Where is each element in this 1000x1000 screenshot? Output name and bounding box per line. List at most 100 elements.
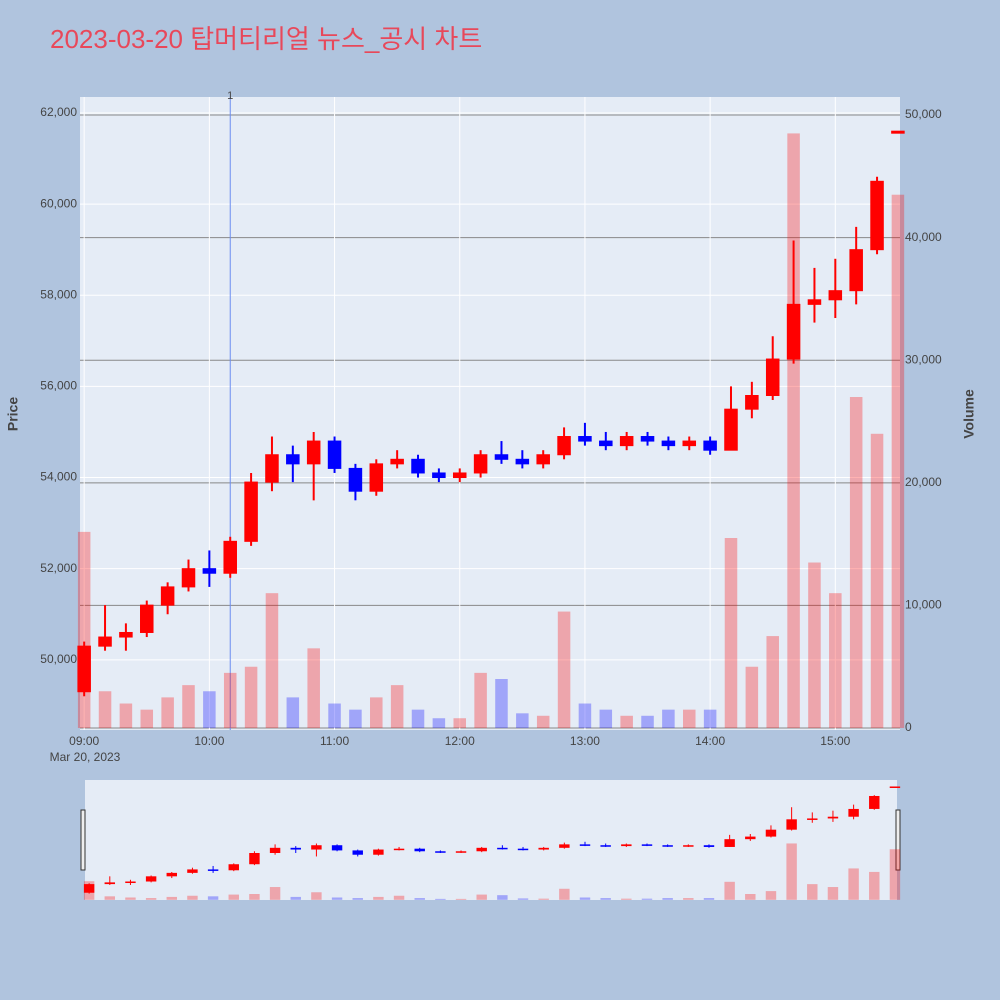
range-handle[interactable]: [895, 809, 901, 871]
slider-candle: [621, 844, 632, 847]
slider-volume-bar: [455, 898, 467, 900]
volume-bar: [787, 133, 800, 729]
slider-volume-bar: [703, 898, 715, 900]
candle-body: [515, 458, 530, 465]
slider-volume-bar: [745, 894, 756, 900]
volume-bar: [808, 562, 821, 729]
volume-bar: [244, 666, 258, 729]
candle-body: [473, 454, 488, 474]
slider-volume-bar: [393, 895, 405, 900]
slider-volume-bar: [207, 896, 219, 900]
range-slider[interactable]: [85, 780, 897, 900]
slider-volume-bar: [249, 894, 260, 900]
slider-volume-bar: [683, 898, 694, 900]
slider-candle: [807, 818, 818, 820]
candle-body: [661, 440, 676, 447]
slider-candle: [600, 845, 611, 847]
candle-body: [494, 454, 509, 460]
volume-bar: [307, 648, 320, 729]
y2-axis-title: Volume: [961, 389, 977, 439]
slider-candle: [414, 848, 425, 852]
slider-candle: [331, 845, 343, 851]
range-handle[interactable]: [80, 809, 86, 871]
x-tick-label: 14:00: [695, 734, 725, 748]
slider-volume-bar: [579, 897, 591, 900]
slider-volume-bar: [497, 895, 508, 900]
slider-candle: [641, 844, 653, 846]
candle-body: [599, 440, 613, 447]
slider-volume-bar: [187, 895, 198, 900]
volume-bar: [620, 715, 633, 729]
slider-candle: [373, 849, 384, 855]
slider-volume-bar: [662, 898, 673, 900]
y-tick-label: 54,000: [40, 470, 77, 484]
volume-bar: [223, 672, 237, 729]
y-tick-label: 62,000: [40, 105, 77, 119]
slider-candle: [269, 847, 281, 854]
y-axis-title: Price: [5, 397, 21, 431]
slider-candle: [497, 847, 508, 850]
slider-volume-bar: [559, 888, 570, 900]
slider-volume-bar: [724, 881, 735, 900]
slider-candle: [290, 847, 301, 850]
slider-volume-bar: [869, 871, 880, 900]
slider-volume-bar: [621, 898, 632, 900]
candle-body: [578, 436, 592, 442]
volume-bar: [77, 531, 91, 729]
slider-volume-bar: [435, 898, 446, 900]
volume-bar: [766, 636, 779, 729]
slider-candle: [104, 882, 116, 885]
slider-volume-bar: [765, 891, 777, 900]
volume-bar: [849, 397, 863, 729]
candle-body: [286, 454, 300, 465]
slider-volume-bar: [538, 898, 549, 900]
slider-candle: [435, 851, 446, 853]
slider-volume-bar: [476, 894, 487, 900]
slider-volume-bar: [331, 897, 343, 900]
slider-volume-bar: [600, 898, 611, 900]
y-tick-label: 60,000: [40, 196, 77, 210]
volume-bar: [703, 709, 717, 729]
candle-body: [849, 249, 863, 292]
volume-bar: [140, 709, 154, 729]
slider-candle: [187, 869, 198, 873]
candle-body: [160, 586, 175, 606]
slider-candle: [827, 816, 839, 819]
slider-candle: [393, 848, 405, 851]
slider-volume-bar: [145, 898, 157, 900]
y-tick-label: 58,000: [40, 287, 77, 301]
volume-bar: [370, 697, 383, 729]
y-tick-label: 52,000: [40, 561, 77, 575]
date-label: Mar 20, 2023: [50, 750, 121, 764]
slider-candle: [83, 884, 95, 893]
y-tick-label: 50,000: [40, 652, 77, 666]
slider-candle: [125, 881, 136, 884]
candle-body: [786, 303, 801, 360]
slider-volume-bar: [166, 896, 177, 900]
candle-body: [619, 436, 634, 447]
slider-volume-bar: [517, 898, 529, 900]
slider-candle: [455, 851, 467, 853]
volume-bar: [203, 691, 216, 729]
volume-bar: [724, 538, 738, 729]
candle-body: [557, 436, 571, 456]
candle-body: [745, 394, 759, 410]
volume-bar: [557, 611, 571, 729]
slider-candle: [476, 847, 487, 852]
volume-bar: [870, 433, 884, 729]
slider-candle: [683, 845, 694, 847]
volume-bar: [265, 593, 279, 729]
volume-bar: [286, 697, 300, 729]
candle-body: [870, 180, 884, 251]
volume-bar: [390, 685, 404, 729]
volume-bar: [641, 715, 654, 729]
candle-body: [306, 440, 321, 465]
volume-bar: [578, 703, 592, 729]
slider-volume-bar: [228, 894, 239, 900]
volume-bar: [891, 194, 905, 729]
plot-area: [80, 97, 900, 730]
slider-candle: [538, 847, 549, 850]
y2-tick-label: 30,000: [905, 352, 942, 366]
candle-body: [223, 540, 237, 574]
slider-volume-bar: [786, 843, 797, 900]
